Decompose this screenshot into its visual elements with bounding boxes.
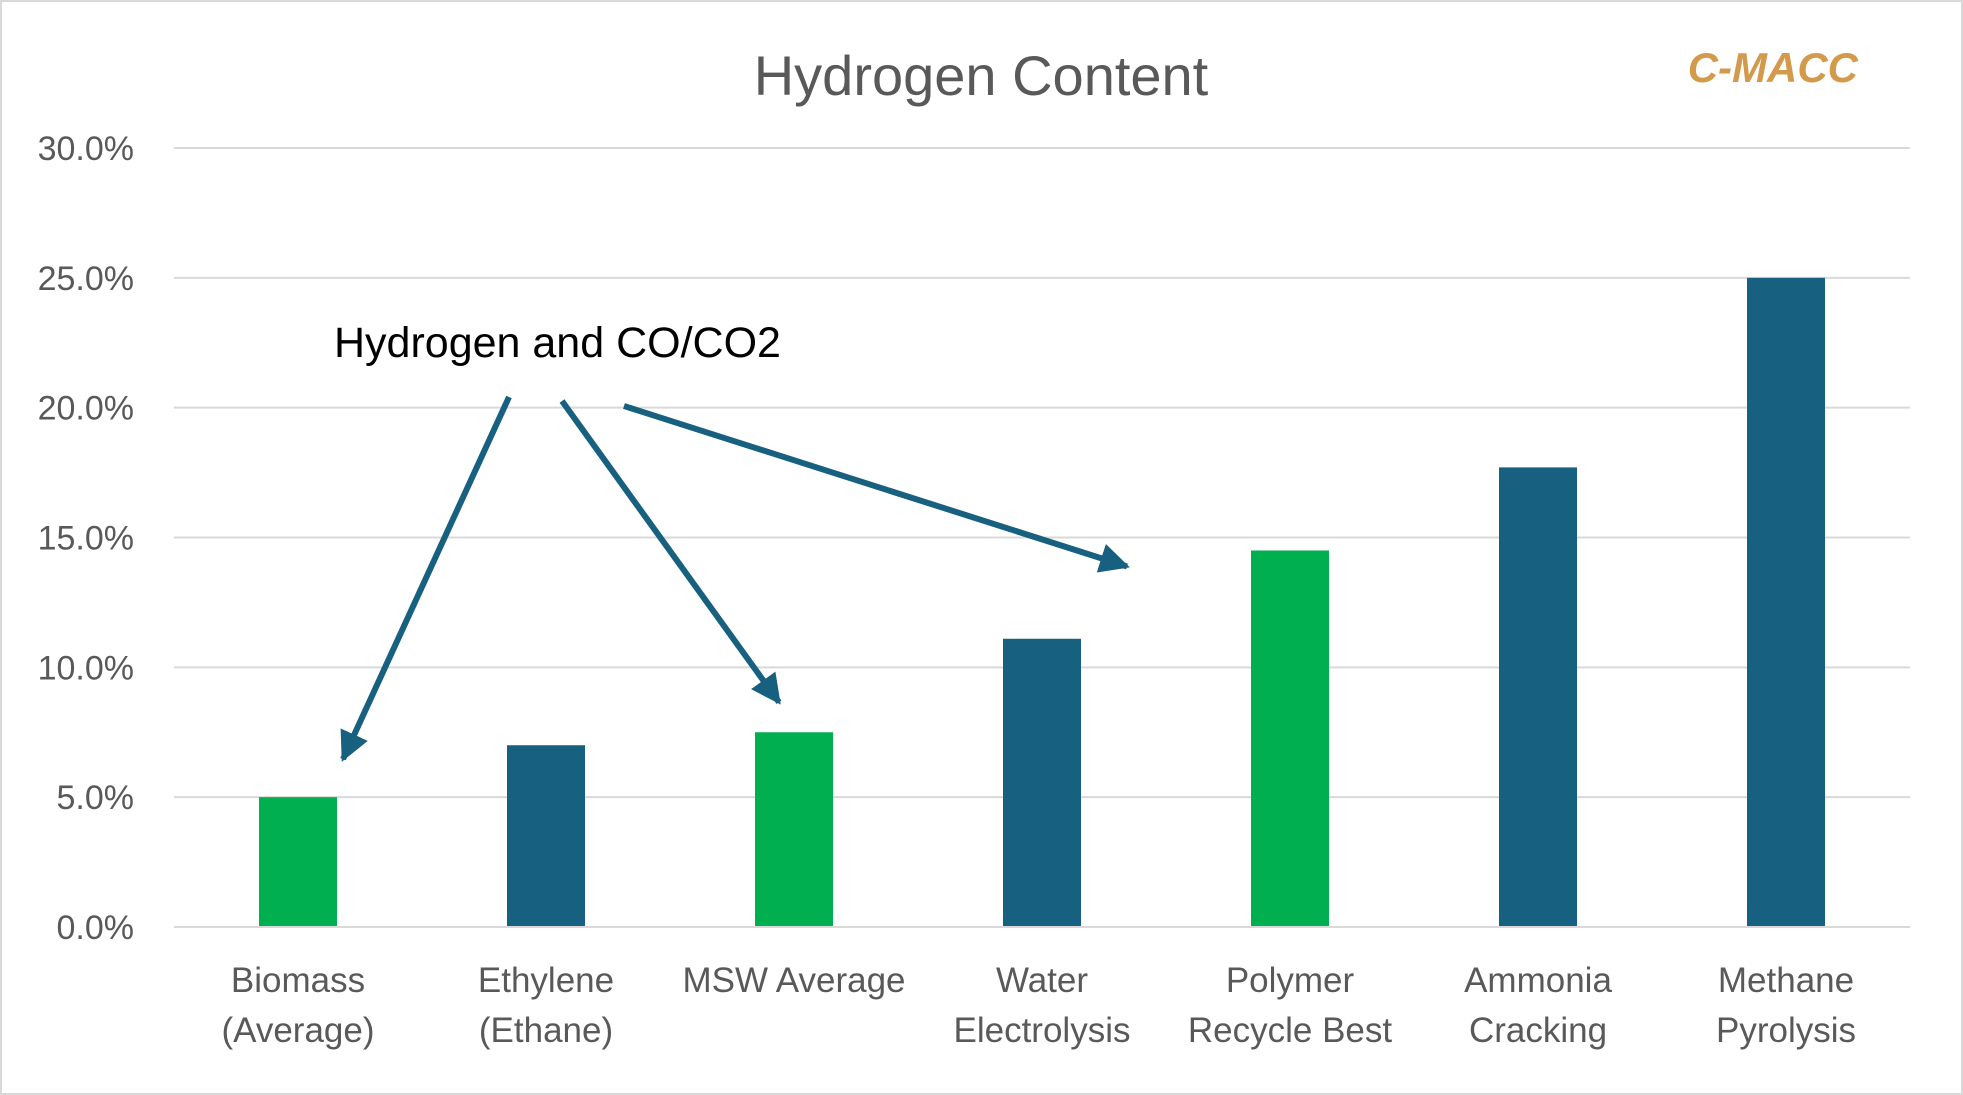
bar [1003,638,1081,927]
y-tick-label: 5.0% [57,779,135,817]
x-category-label: Electrolysis [954,1011,1131,1050]
chart-title: Hydrogen Content [754,44,1209,107]
x-category-label: (Ethane) [479,1011,613,1050]
y-tick-label: 30.0% [38,130,134,168]
x-category-label: Polymer [1226,961,1355,1000]
x-category-label: Ammonia [1464,961,1612,1000]
bar [259,797,337,927]
x-category-label: Water [996,961,1088,1000]
y-tick-label: 15.0% [38,520,134,558]
x-category-label: Ethylene [478,961,614,1000]
x-category-label: Pyrolysis [1716,1011,1856,1050]
y-axis-ticks: 0.0% 5.0% 10.0% 15.0% 20.0% 25.0% 30.0% [38,130,134,947]
y-tick-label: 10.0% [38,649,134,687]
bar [1251,550,1329,927]
annotation-arrow [559,399,782,705]
annotation-arrow [623,403,1130,573]
y-tick-label: 20.0% [38,390,134,428]
bar [507,745,585,927]
x-category-label: (Average) [221,1011,374,1050]
brand-logo-text: C-MACC [1688,44,1859,91]
bars [259,277,1825,927]
bar [1747,277,1825,927]
y-tick-label: 0.0% [57,909,135,947]
bar [755,732,833,927]
x-category-label: Biomass [231,961,365,1000]
bar [1499,467,1577,927]
annotation-arrow [340,395,512,762]
x-axis-labels: Biomass (Average) Ethylene (Ethane) MSW Aver… [221,961,1856,1050]
x-category-label: Methane [1718,961,1854,1000]
annotation-arrows [340,395,1130,762]
x-category-label: Recycle Best [1188,1011,1393,1050]
y-tick-label: 25.0% [38,260,134,298]
x-category-label: Cracking [1469,1011,1607,1050]
annotation-text: Hydrogen and CO/CO2 [334,319,781,367]
x-category-label: MSW Average [682,961,905,1000]
